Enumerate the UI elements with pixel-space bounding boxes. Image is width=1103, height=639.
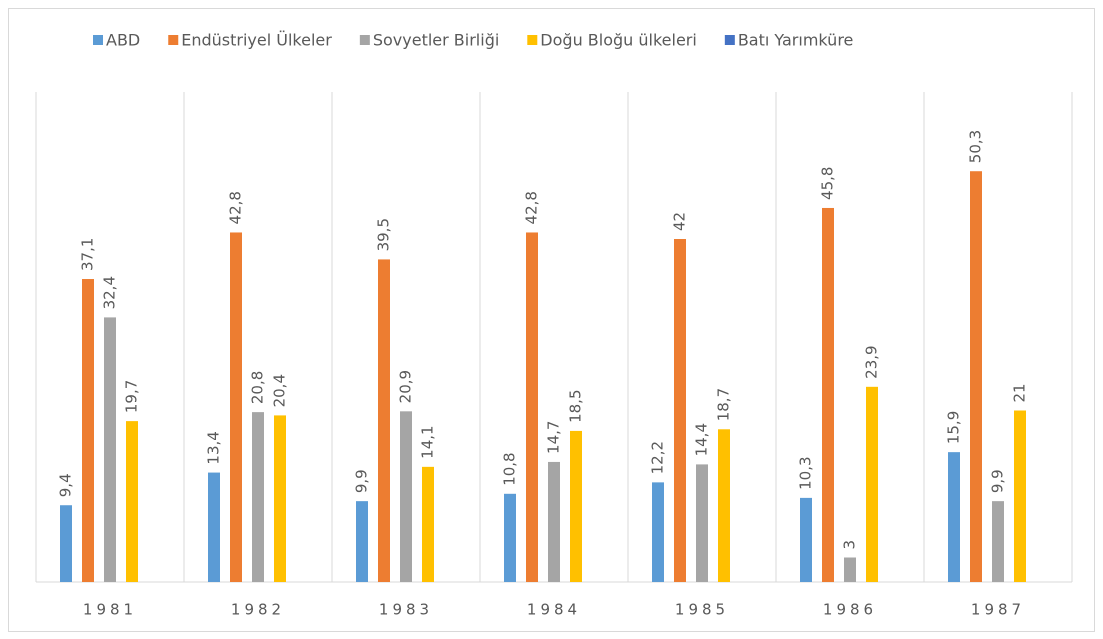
bar <box>422 466 434 582</box>
legend-label: ABD <box>106 31 140 50</box>
bar <box>230 232 242 582</box>
bar <box>60 505 72 582</box>
legend-swatch <box>359 35 370 45</box>
bar <box>252 412 264 582</box>
data-label: 18,7 <box>715 388 733 421</box>
bar <box>866 386 878 582</box>
data-label: 9,4 <box>57 473 75 497</box>
bar <box>274 415 286 582</box>
data-label: 23,9 <box>863 345 881 378</box>
data-label: 32,4 <box>101 276 119 309</box>
data-label: 39,5 <box>375 218 393 251</box>
bar <box>400 411 412 582</box>
bar <box>208 472 220 582</box>
bar <box>844 557 856 582</box>
data-label: 12,2 <box>649 441 667 474</box>
legend-swatch <box>93 35 103 45</box>
legend-swatch <box>168 35 179 45</box>
bar <box>504 493 516 582</box>
data-label: 9,9 <box>989 469 1007 493</box>
bar <box>822 207 834 582</box>
bar <box>1014 410 1026 582</box>
bar <box>674 239 686 582</box>
data-label: 19,7 <box>123 380 141 413</box>
data-label: 37,1 <box>79 238 97 271</box>
data-label: 20,9 <box>397 370 415 403</box>
data-label: 14,1 <box>419 425 437 458</box>
legend-label: Sovyetler Birliği <box>373 31 499 50</box>
bar <box>104 317 116 582</box>
bar <box>800 497 812 582</box>
bar <box>970 171 982 582</box>
data-label: 20,4 <box>271 374 289 407</box>
legend-label: Doğu Bloğu ülkeleri <box>540 31 697 50</box>
data-label: 42,8 <box>523 191 541 224</box>
x-tick-label: 1983 <box>379 601 433 619</box>
bar <box>356 501 368 582</box>
bar <box>696 464 708 582</box>
bar <box>992 501 1004 582</box>
data-label: 20,8 <box>249 371 267 404</box>
x-tick-label: 1987 <box>971 601 1025 619</box>
data-label: 21 <box>1011 383 1029 402</box>
bar <box>526 232 538 582</box>
x-tick-label: 1984 <box>527 601 581 619</box>
legend-label: Batı Yarımküre <box>738 31 854 50</box>
legend-swatch <box>527 35 538 45</box>
x-tick-label: 1985 <box>675 601 729 619</box>
bar <box>948 452 960 582</box>
bar <box>570 430 582 582</box>
legend-label: Endüstriyel Ülkeler <box>181 31 332 50</box>
data-label: 45,8 <box>819 167 837 200</box>
bar <box>718 429 730 582</box>
data-label: 42 <box>671 212 689 231</box>
data-label: 42,8 <box>227 191 245 224</box>
data-label: 9,9 <box>353 469 371 493</box>
bar <box>126 421 138 582</box>
x-tick-label: 1986 <box>823 601 877 619</box>
data-label: 50,3 <box>967 130 985 163</box>
data-label: 18,5 <box>567 390 585 423</box>
data-label: 10,3 <box>797 456 815 489</box>
x-tick-label: 1981 <box>83 601 137 619</box>
legend-swatch <box>724 35 735 45</box>
bar <box>652 482 664 582</box>
data-label: 14,4 <box>693 423 711 456</box>
x-tick-label: 1982 <box>231 601 285 619</box>
data-label: 3 <box>841 540 859 550</box>
data-label: 14,7 <box>545 421 563 454</box>
data-label: 13,4 <box>205 431 223 464</box>
data-label: 15,9 <box>945 411 963 444</box>
bar <box>378 259 390 582</box>
data-label: 10,8 <box>501 452 519 485</box>
bar <box>82 279 94 582</box>
bar <box>548 461 560 582</box>
